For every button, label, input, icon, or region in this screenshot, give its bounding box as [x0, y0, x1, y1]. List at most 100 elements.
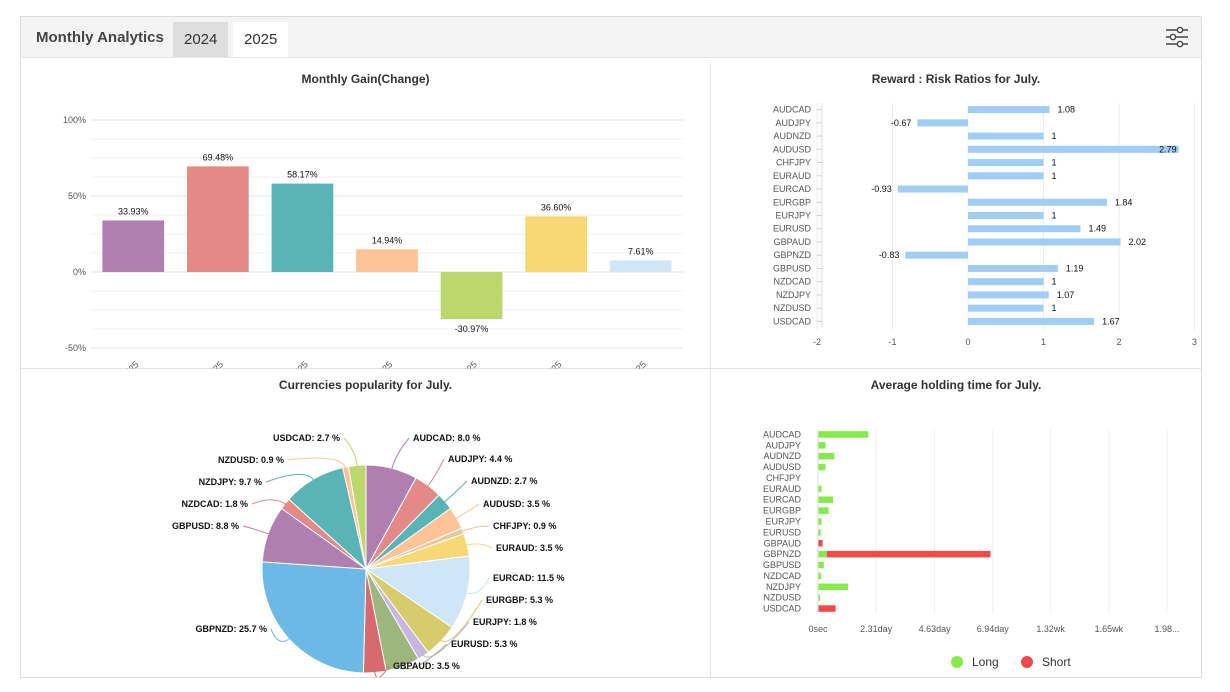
pie-label: EURCAD: 11.5 % [493, 573, 565, 583]
bar [818, 550, 827, 558]
y-tick-label: CHFJPY [776, 158, 811, 168]
pie-label: EURAUD: 3.5 % [496, 543, 563, 553]
bar [968, 106, 1050, 114]
x-tick-label: Jan 2025 [107, 359, 140, 369]
pie-label: EURUSD: 5.3 % [451, 639, 518, 649]
y-tick-label: NZDCAD [774, 277, 812, 287]
data-label: 58.17% [287, 170, 318, 180]
data-label: 1.49 [1088, 224, 1106, 234]
y-tick-label: 50% [68, 191, 86, 201]
bar [968, 172, 1044, 180]
y-tick-label: AUDCAD [763, 429, 802, 439]
bar [968, 212, 1044, 219]
leader-line [465, 577, 490, 594]
tab-bar: Monthly Analytics 2024 2025 [21, 17, 1201, 58]
bar [818, 431, 869, 438]
pie-label: EURGBP: 5.3 % [486, 595, 553, 605]
chart-title: Reward : Risk Ratios for July. [871, 72, 1041, 86]
bar [968, 264, 1058, 272]
x-tick-label: 1.65wk [1095, 624, 1124, 634]
y-tick-label: EURJPY [765, 517, 801, 527]
tab-2025[interactable]: 2025 [233, 22, 289, 57]
bar [271, 183, 334, 272]
bar [968, 278, 1044, 286]
bar [968, 198, 1107, 206]
data-label: 1 [1052, 303, 1057, 313]
y-tick-label: NZDJPY [776, 290, 811, 300]
y-tick-label: EURCAD [773, 184, 812, 194]
data-label: 36.60% [541, 202, 572, 212]
y-tick-label: EURCAD [763, 495, 802, 505]
legend-marker [951, 656, 963, 668]
bar [818, 572, 822, 580]
bar [818, 540, 823, 547]
y-tick-label: AUDJPY [775, 118, 811, 128]
pie-label: USDCAD: 2.7 % [273, 433, 340, 443]
x-tick-label: 0 [965, 337, 970, 347]
y-tick-label: 0% [73, 267, 86, 277]
y-tick-label: USDCAD [763, 604, 802, 614]
pie-label: NZDJPY: 9.7 % [199, 477, 262, 487]
bar [818, 518, 822, 525]
data-label: 2.79 [1159, 144, 1177, 154]
pie-label: CHFJPY: 0.9 % [493, 521, 556, 531]
data-label: -30.97% [455, 324, 489, 334]
y-tick-label: GBPNZD [763, 549, 801, 559]
data-label: 1.07 [1057, 290, 1075, 300]
x-tick-label: 1.32wk [1036, 624, 1065, 634]
currency-popularity-svg: AUDCAD: 8.0 % AUDJPY: 4.4 % AUDNZD: 2.7 % A… [172, 433, 565, 678]
legend-label: Short [1042, 655, 1071, 669]
data-label: -0.83 [879, 250, 900, 260]
reward-risk-chart: Reward : Risk Ratios for July. -2 -1 0 1 2 3 A… [711, 63, 1201, 369]
bar [818, 485, 822, 493]
monthly-analytics-panel: Monthly Analytics 2024 2025 Monthly Gain… [20, 16, 1202, 678]
tab-2024[interactable]: 2024 [173, 22, 229, 57]
bar [968, 238, 1121, 246]
pie-label: NZDCAD: 1.8 % [181, 499, 248, 509]
y-tick-label: NZDCAD [764, 571, 802, 581]
data-label: 1 [1052, 158, 1057, 168]
leader-line [421, 621, 470, 658]
data-label: -0.93 [871, 184, 892, 194]
pie-label: AUDCAD: 8.0 % [413, 433, 481, 443]
data-label: 1 [1052, 171, 1057, 181]
leader-line [454, 503, 480, 520]
data-label: 2.02 [1129, 237, 1147, 247]
y-tick-label: AUDCAD [773, 105, 812, 115]
y-tick-label: EURGBP [773, 197, 811, 207]
reward-risk-svg: -2 -1 0 1 2 3 AUDCAD 1.08 AUDJPY -0.67 AUDNZD 1 AUDU… [773, 103, 1197, 347]
x-tick-label: 2 [1116, 337, 1121, 347]
leader-line [287, 457, 347, 470]
leader-line [443, 480, 468, 504]
y-tick-label: EURGBP [763, 506, 801, 516]
bar [818, 583, 849, 591]
x-tick-label: 0sec [808, 624, 828, 634]
y-tick-label: GBPUSD [763, 560, 802, 570]
y-tick-label: -50% [65, 343, 86, 353]
bar [818, 442, 826, 449]
x-tick-label: 6.94day [977, 624, 1010, 634]
y-tick-label: NZDUSD [774, 303, 812, 313]
pie-label: NZDUSD: 0.9 % [218, 455, 284, 465]
holding-time-chart: Average holding time for July. 0sec 2.31d… [711, 369, 1201, 677]
bar [818, 463, 826, 471]
y-tick-label: AUDNZD [764, 451, 802, 461]
data-label: 14.94% [372, 235, 403, 245]
sliders-icon[interactable] [1165, 26, 1189, 48]
bar [818, 594, 821, 601]
panel-title: Monthly Analytics [36, 29, 164, 46]
y-tick-label: EURAUD [763, 484, 802, 494]
pie-label: AUDJPY: 4.4 % [448, 454, 512, 464]
leader-line [270, 628, 291, 642]
data-label: 1.67 [1102, 316, 1120, 326]
data-label: -0.67 [891, 118, 912, 128]
pie-label: EURJPY: 1.8 % [473, 617, 537, 627]
y-tick-label: AUDJPY [765, 440, 801, 450]
y-tick-label: EURJPY [775, 211, 811, 221]
bar [917, 119, 968, 127]
x-tick-label: 1 [1041, 337, 1046, 347]
y-tick-label: EURUSD [763, 527, 802, 537]
bar [968, 225, 1081, 233]
y-tick-label: EURUSD [773, 224, 812, 234]
leader-line [439, 599, 483, 642]
